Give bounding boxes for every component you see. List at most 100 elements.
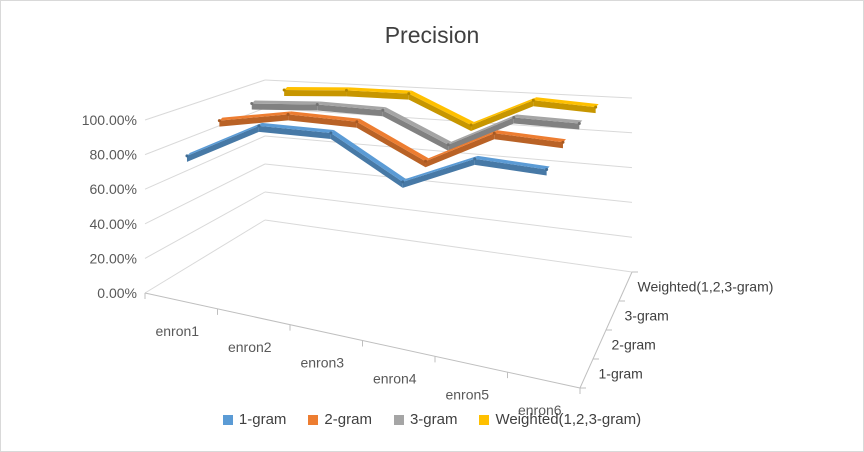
data-point (545, 167, 549, 171)
data-point (531, 98, 535, 102)
x-tick-label: enron6 (518, 402, 562, 418)
y-tick-label: 80.00% (90, 147, 137, 163)
depth-label: Weighted(1,2,3-gram) (638, 279, 774, 295)
depth-label: 2-gram (612, 337, 656, 353)
series-segment-top (425, 130, 498, 162)
data-point (492, 131, 496, 135)
x-tick-label: enron3 (300, 355, 344, 371)
legend-label: Weighted(1,2,3-gram) (495, 411, 642, 428)
series-segment-top (284, 87, 350, 91)
series-segment-top (346, 87, 412, 94)
series-segment-top (186, 122, 262, 156)
y-tick-label: 100.00% (82, 112, 137, 128)
series-segment-top (356, 118, 429, 162)
legend: 1-gram 2-gram 3-gram Weighted(1,2,3-gram) (0, 411, 864, 428)
data-point (355, 120, 359, 124)
data-point (469, 123, 473, 127)
series-segment-side (382, 110, 449, 151)
side-gridline (144, 79, 266, 121)
series-segment-side (330, 133, 403, 188)
data-point (594, 105, 598, 109)
series-segment-top (533, 97, 599, 108)
series-segment-side (494, 133, 563, 149)
gridline (264, 163, 633, 203)
legend-item: Weighted(1,2,3-gram) (479, 411, 641, 428)
series-segment-top (317, 101, 386, 111)
series-ribbon (185, 122, 550, 188)
series-segment-top (258, 122, 334, 134)
series-segment-side (258, 125, 331, 140)
series-segment-top (382, 107, 452, 145)
series-segment-top (474, 155, 550, 170)
depth-label: 3-gram (625, 308, 669, 324)
legend-swatch (393, 414, 404, 425)
data-point (381, 108, 385, 112)
series-segment-side (533, 100, 596, 114)
gridline (264, 79, 633, 99)
side-gridline (144, 163, 266, 225)
y-tick-label: 0.00% (97, 285, 137, 301)
series-segment-side (186, 125, 259, 162)
x-tick-label: enron4 (373, 370, 417, 386)
series-segment-side (448, 117, 514, 151)
gridline (264, 191, 633, 238)
legend-item: 1-gram (222, 411, 287, 428)
data-point (329, 131, 333, 135)
series-segment-side (474, 158, 547, 176)
series-segment-top (330, 130, 406, 182)
series-segment-top (288, 111, 360, 122)
data-point (185, 154, 189, 158)
series-segment-side (284, 90, 347, 97)
legend-swatch (479, 414, 490, 425)
gridlines (144, 79, 633, 294)
side-gridline (144, 219, 266, 294)
series-segment-side (471, 100, 534, 131)
side-gridline (144, 191, 266, 259)
legend-swatch (308, 414, 319, 425)
series-segment-top (251, 100, 321, 105)
data-point (512, 116, 516, 120)
data-point (217, 119, 221, 123)
legend-item: 2-gram (308, 411, 372, 428)
series-segment-side (425, 133, 495, 168)
series-segment-side (251, 103, 318, 111)
y-tick-label: 20.00% (90, 250, 137, 266)
data-point (561, 140, 565, 144)
series-ribbon (217, 111, 566, 168)
data-point (257, 124, 261, 128)
data-point (344, 88, 348, 92)
series-segment-top (513, 114, 583, 124)
series-segment-top (448, 114, 517, 145)
series-segment-top (402, 155, 478, 182)
series-segment-top (471, 97, 537, 125)
data-point (282, 88, 286, 92)
data-point (407, 92, 411, 96)
series-segment-top (408, 90, 475, 125)
data-point (446, 143, 450, 147)
series-segment-side (219, 114, 289, 127)
data-point (577, 122, 581, 126)
legend-label: 3-gram (409, 411, 458, 428)
series-segment-side (513, 117, 580, 130)
legend-item: 3-gram (393, 411, 458, 428)
gridline (264, 219, 633, 273)
legend-label: 1-gram (238, 411, 287, 428)
x-tick-label: enron5 (445, 386, 489, 402)
series-segment-side (317, 104, 383, 117)
series-ribbon (282, 87, 599, 131)
y-tick-label: 40.00% (90, 216, 137, 232)
data-point (401, 180, 405, 184)
series-segment-side (402, 158, 475, 188)
legend-swatch (222, 414, 233, 425)
series-segment-side (288, 114, 357, 128)
data-point (315, 102, 319, 106)
x-tick-label: enron1 (155, 323, 199, 339)
x-tick-label: enron2 (228, 339, 272, 355)
data-point (424, 159, 428, 163)
series-segment-side (346, 90, 409, 100)
data-point (286, 112, 290, 116)
series-segment-side (356, 121, 426, 168)
series-segment-side (408, 93, 472, 131)
